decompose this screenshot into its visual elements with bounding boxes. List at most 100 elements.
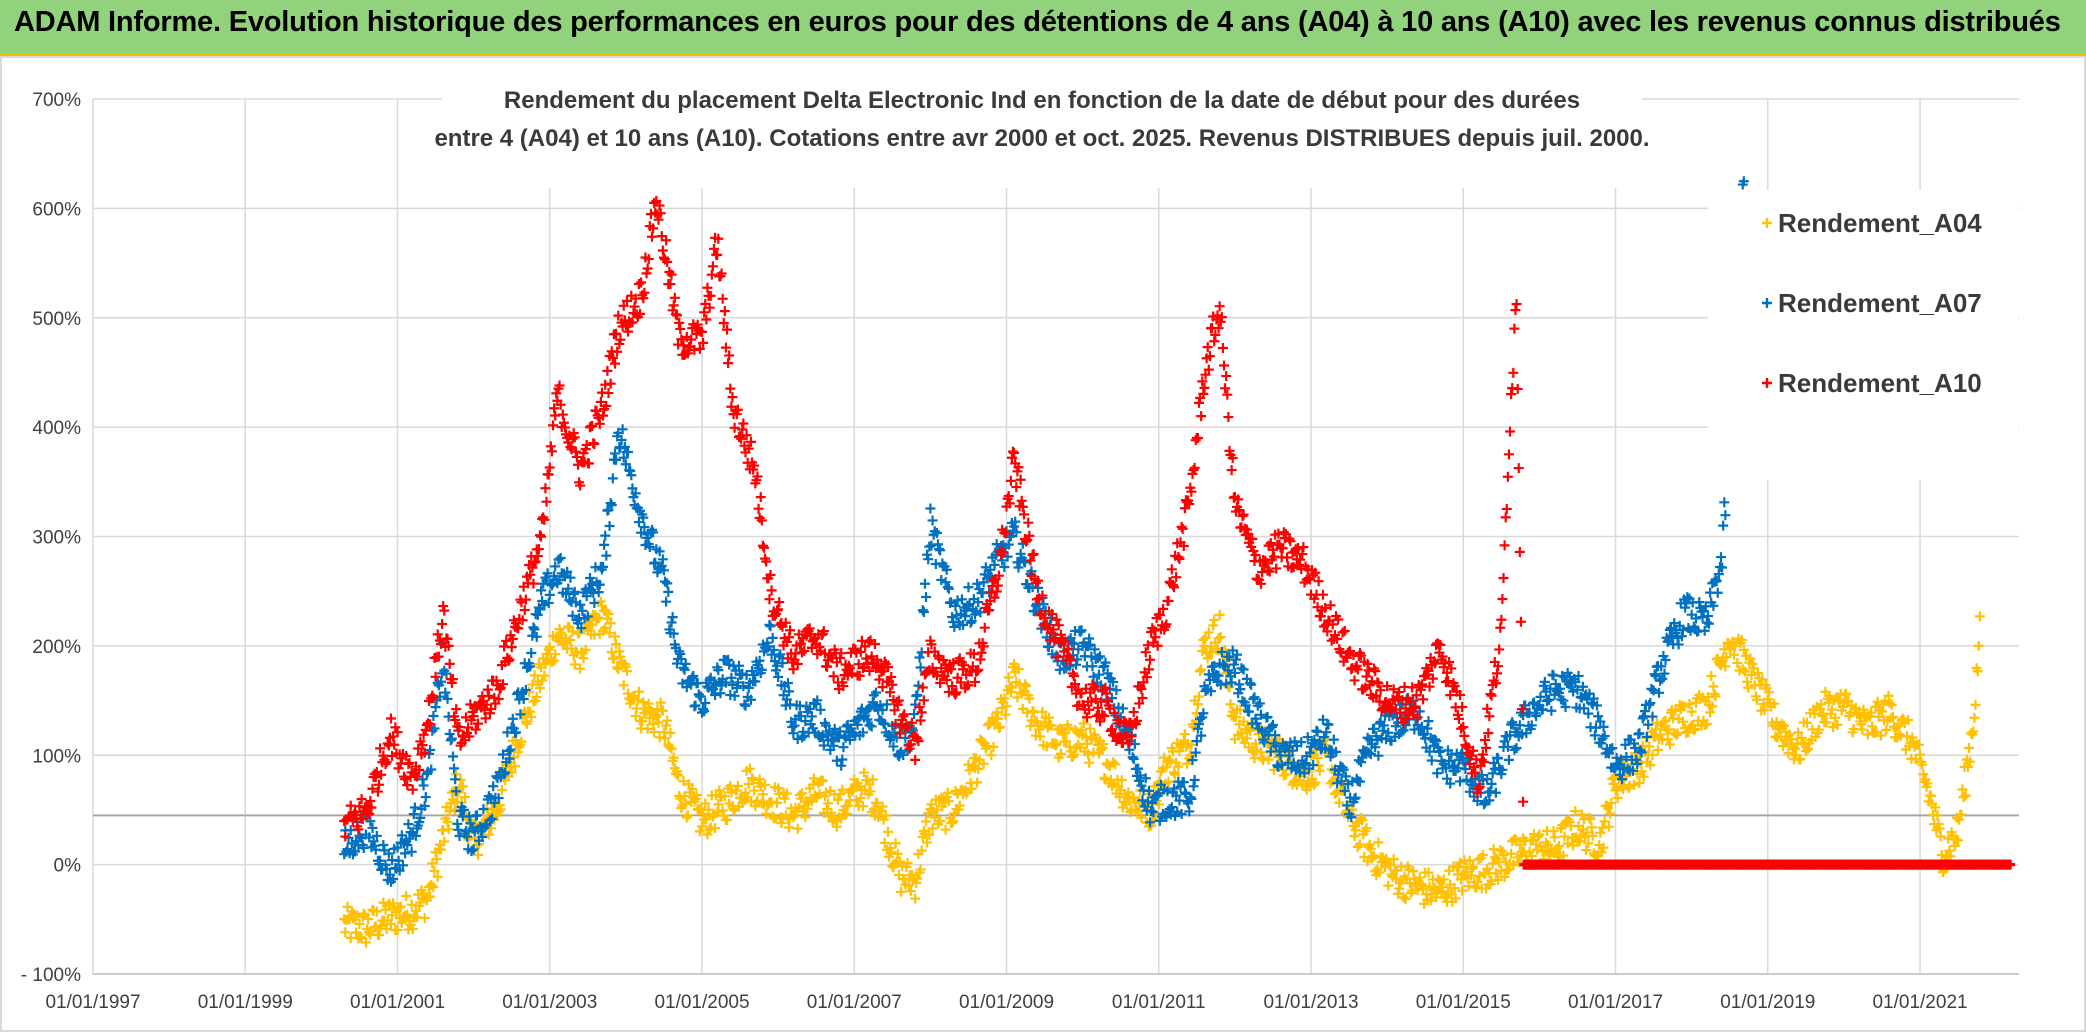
data-point — [1400, 703, 1411, 714]
data-point — [682, 810, 693, 821]
data-point — [1595, 716, 1606, 727]
x-tick-label: 01/01/2005 — [654, 992, 749, 1013]
data-point — [863, 636, 874, 647]
data-point — [1063, 722, 1074, 733]
data-point — [900, 732, 911, 743]
data-point — [877, 801, 888, 812]
data-point — [1444, 755, 1455, 766]
data-point — [1630, 742, 1641, 753]
data-point — [877, 705, 888, 716]
data-point — [745, 436, 756, 447]
data-point — [1418, 694, 1429, 705]
data-point — [713, 233, 724, 244]
data-point — [1085, 723, 1096, 734]
data-point — [429, 865, 440, 876]
data-point — [1578, 703, 1589, 714]
data-point — [1332, 633, 1343, 644]
data-point — [426, 879, 437, 890]
data-point — [1281, 769, 1292, 780]
data-point — [1296, 737, 1307, 748]
data-point — [1759, 705, 1770, 716]
data-point — [1534, 829, 1545, 840]
data-point — [587, 420, 598, 431]
data-point — [1592, 700, 1603, 711]
data-point — [1632, 758, 1643, 769]
data-point — [553, 554, 564, 565]
data-point — [1973, 640, 1984, 651]
data-point — [661, 596, 672, 607]
data-point — [1203, 364, 1214, 375]
data-point — [1100, 657, 1111, 668]
data-point — [546, 446, 557, 457]
data-point — [520, 594, 531, 605]
data-point — [1186, 793, 1197, 804]
data-point — [529, 624, 540, 635]
data-point — [613, 310, 624, 321]
series-Rendement_A04 — [339, 596, 1985, 948]
data-point — [415, 812, 426, 823]
data-point — [418, 729, 429, 740]
data-point — [1813, 724, 1824, 735]
data-point — [732, 677, 743, 688]
data-point — [817, 776, 828, 787]
data-point — [818, 740, 829, 751]
data-point — [815, 704, 826, 715]
data-point — [536, 585, 547, 596]
data-point — [795, 638, 806, 649]
data-point — [1038, 599, 1049, 610]
data-point — [1595, 827, 1606, 838]
data-point — [1643, 719, 1654, 730]
data-point — [519, 605, 530, 616]
data-point — [487, 813, 498, 824]
data-point — [1887, 711, 1898, 722]
data-point — [1133, 806, 1144, 817]
data-point — [806, 711, 817, 722]
data-point — [1437, 651, 1448, 662]
data-point — [1472, 876, 1483, 887]
data-point — [1263, 754, 1274, 765]
data-point — [463, 722, 474, 733]
x-tick-label: 01/01/2011 — [1112, 992, 1206, 1013]
data-point — [1302, 732, 1313, 743]
data-point — [823, 798, 834, 809]
data-point — [1513, 857, 1524, 868]
data-point — [1223, 665, 1234, 676]
data-point — [1095, 651, 1106, 662]
data-point — [507, 634, 518, 645]
data-point — [1874, 704, 1885, 715]
data-point — [756, 515, 767, 526]
data-point — [393, 763, 404, 774]
data-point — [1477, 850, 1488, 861]
data-point — [1498, 850, 1509, 861]
data-point — [1118, 716, 1129, 727]
data-point — [1526, 850, 1537, 861]
data-point — [1132, 715, 1143, 726]
data-point — [1701, 719, 1712, 730]
data-point — [392, 842, 403, 853]
data-point — [446, 733, 457, 744]
data-point — [554, 380, 565, 391]
data-point — [1427, 673, 1438, 684]
data-point — [775, 649, 786, 660]
data-point — [761, 556, 772, 567]
data-point — [1385, 859, 1396, 870]
data-point — [716, 268, 727, 279]
data-point — [1539, 676, 1550, 687]
data-point — [1333, 614, 1344, 625]
data-point — [1555, 683, 1566, 694]
data-point — [1339, 625, 1350, 636]
data-point — [1152, 640, 1163, 651]
data-point — [1010, 516, 1021, 527]
data-point — [799, 645, 810, 656]
data-point — [541, 496, 552, 507]
data-point — [1738, 644, 1749, 655]
data-point — [1323, 719, 1334, 730]
data-point — [1857, 724, 1868, 735]
data-point — [1319, 732, 1330, 743]
data-point — [1060, 636, 1071, 647]
data-point — [1410, 701, 1421, 712]
data-point — [1221, 371, 1232, 382]
data-point — [1169, 783, 1179, 794]
data-point — [528, 578, 539, 589]
data-point — [643, 698, 654, 709]
